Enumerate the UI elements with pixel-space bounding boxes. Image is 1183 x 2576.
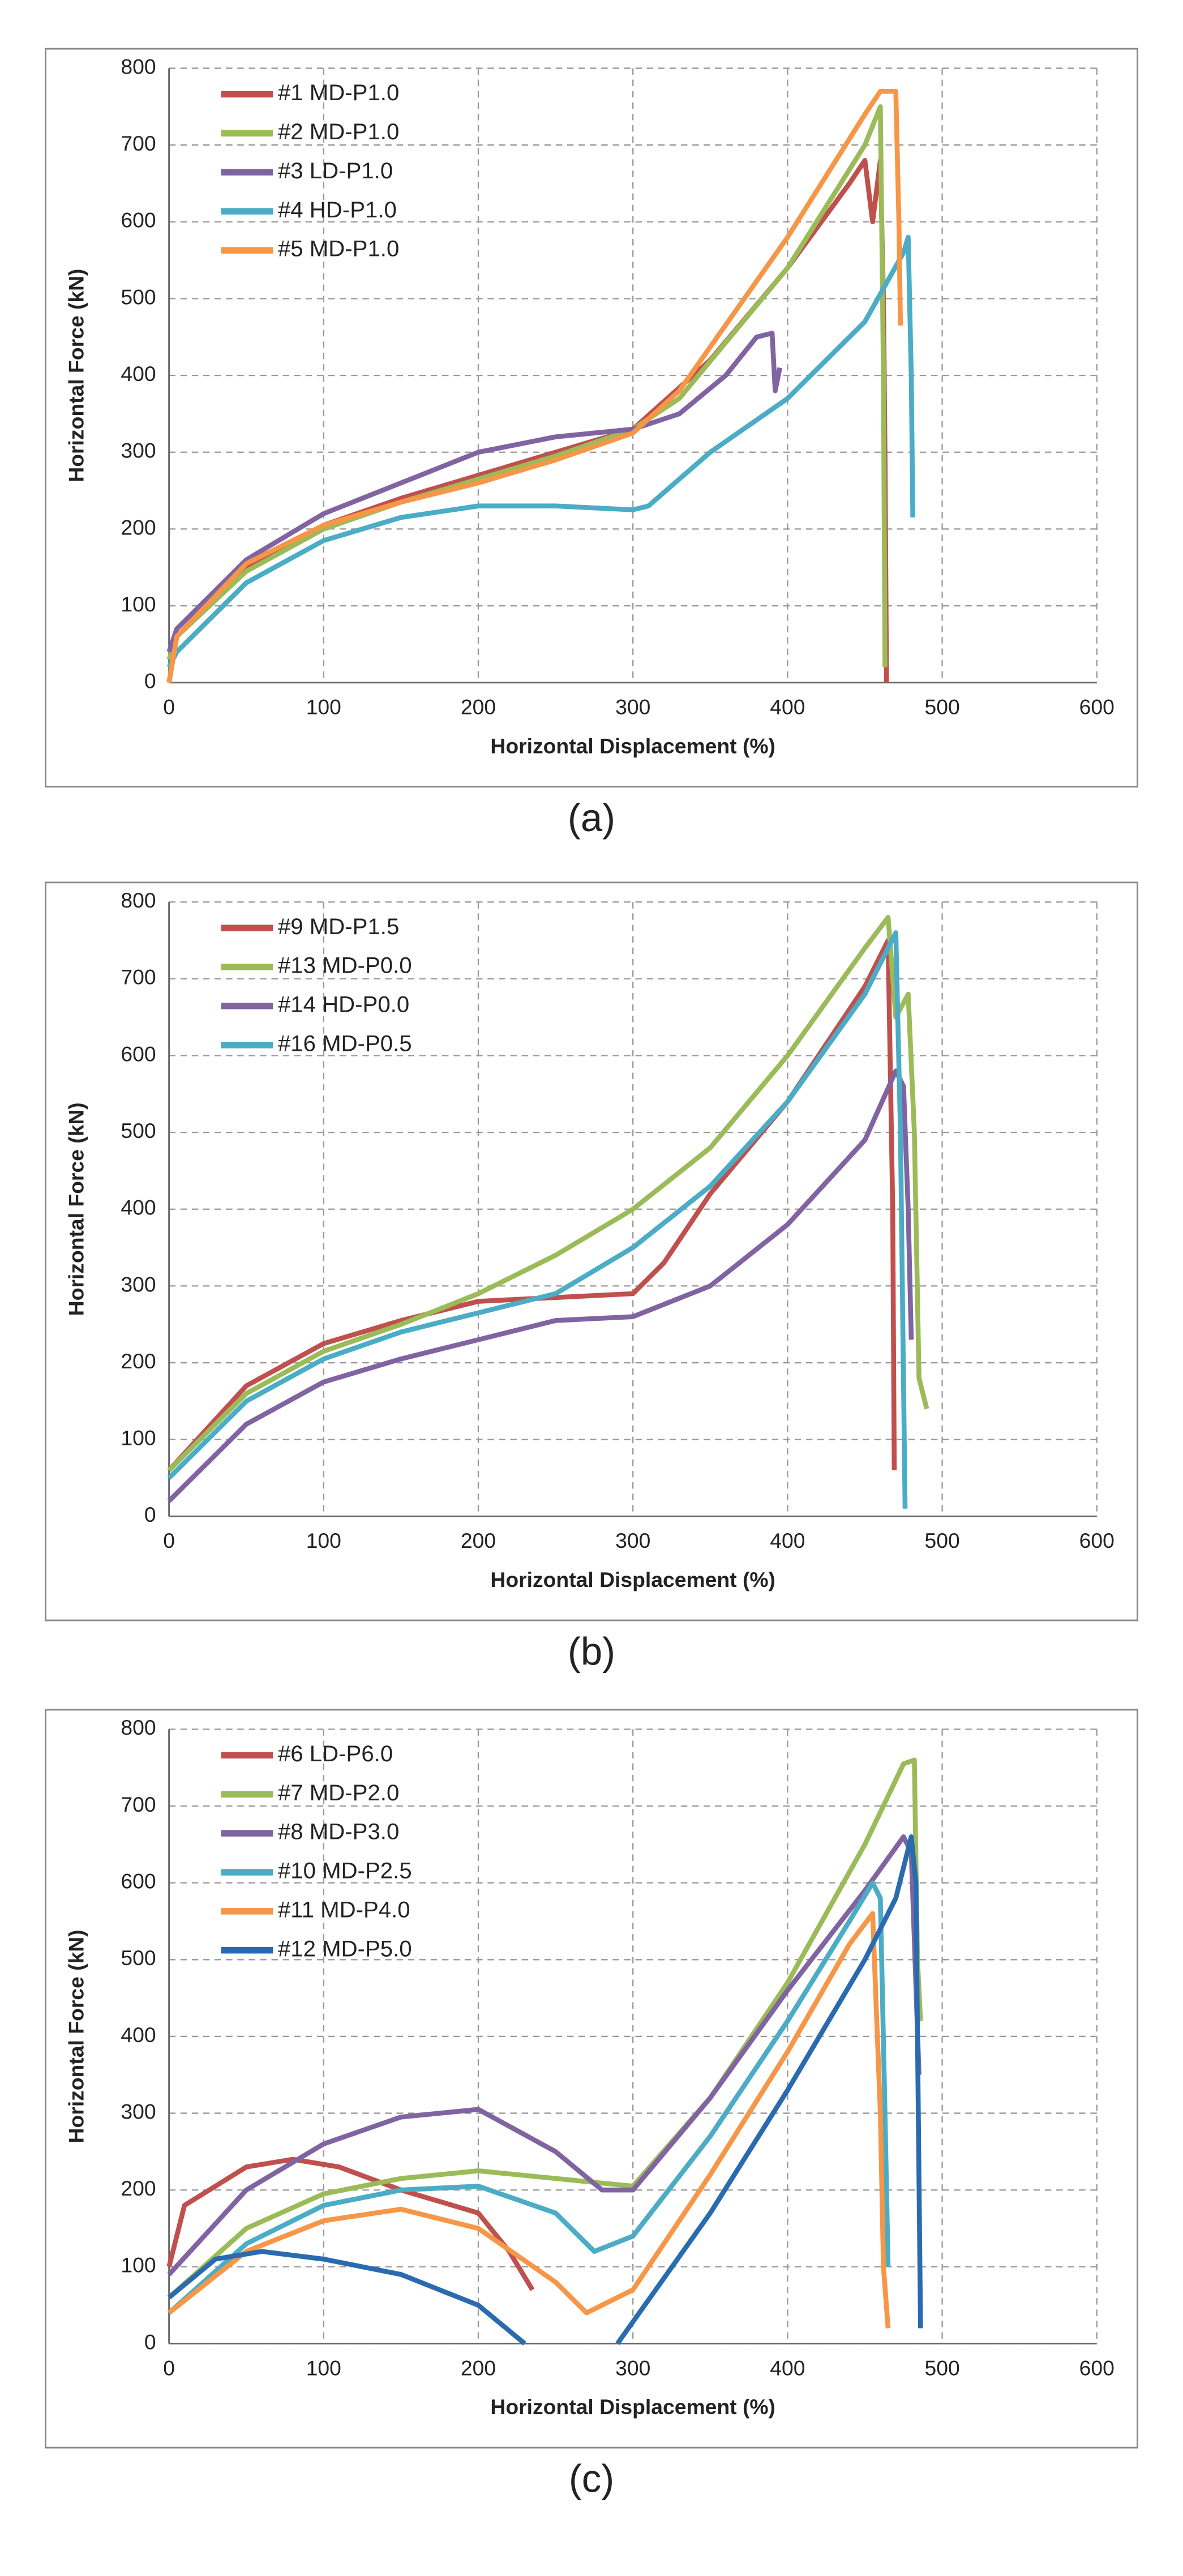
- x-tick-label: 600: [1079, 695, 1115, 718]
- y-tick-label: 600: [121, 1042, 156, 1066]
- y-tick-label: 400: [121, 2023, 156, 2047]
- data-line: [166, 2156, 535, 2291]
- x-tick-label: 0: [163, 1529, 175, 1552]
- y-tick-label: 400: [121, 1196, 156, 1219]
- legend-label: #12 MD-P5.0: [278, 1936, 412, 1961]
- y-axis-label: Horizontal Force (kN): [65, 269, 88, 482]
- legend-label: #5 MD-P1.0: [278, 236, 399, 262]
- data-line: [167, 1880, 891, 2315]
- y-tick-label: 500: [121, 1119, 156, 1142]
- legend-label: #6 LD-P6.0: [278, 1741, 393, 1766]
- x-tick-label: 0: [163, 2356, 175, 2380]
- x-tick-label: 400: [770, 695, 805, 718]
- y-tick-label: 600: [121, 208, 156, 232]
- data-line: [167, 1911, 891, 2329]
- chart-frame: [45, 48, 1138, 788]
- legend-label: #16 MD-P0.5: [278, 1030, 412, 1056]
- x-tick-label: 600: [1079, 1529, 1115, 1552]
- legend-label: #11 MD-P4.0: [278, 1897, 410, 1923]
- data-line: [167, 1834, 923, 2346]
- y-axis-label: Horizontal Force (kN): [65, 1102, 88, 1316]
- legend-label: #2 MD-P1.0: [278, 119, 399, 144]
- legend-label: #1 MD-P1.0: [278, 80, 399, 105]
- data-line: [166, 104, 888, 667]
- chart-frame: [45, 882, 1138, 1621]
- y-tick-label: 100: [121, 2253, 156, 2277]
- y-axis-label: Horizontal Force (kN): [65, 1929, 88, 2143]
- legend-label: #13 MD-P0.0: [278, 953, 412, 978]
- data-line: [167, 915, 929, 1473]
- legend-label: #3 LD-P1.0: [278, 158, 393, 183]
- x-tick-label: 500: [924, 2356, 959, 2380]
- y-tick-label: 300: [121, 1272, 156, 1296]
- y-tick-label: 500: [121, 285, 156, 309]
- y-tick-label: 200: [121, 515, 156, 539]
- x-tick-label: 300: [615, 1529, 650, 1552]
- data-line: [167, 938, 897, 1472]
- figure-caption: (a): [568, 796, 615, 840]
- y-tick-label: 500: [121, 1946, 156, 1970]
- x-tick-label: 600: [1079, 2356, 1115, 2380]
- y-tick-label: 400: [121, 362, 156, 386]
- x-axis-label: Horizontal Displacement (%): [490, 1568, 775, 1591]
- x-tick-label: 400: [770, 2356, 805, 2380]
- data-line: [167, 930, 908, 1509]
- y-tick-label: 0: [144, 669, 156, 693]
- y-tick-label: 100: [121, 592, 156, 616]
- y-tick-label: 200: [121, 2176, 156, 2200]
- y-tick-label: 800: [121, 54, 156, 78]
- x-axis-label: Horizontal Displacement (%): [490, 734, 775, 758]
- legend-label: #14 HD-P0.0: [278, 992, 409, 1017]
- y-tick-label: 0: [144, 2330, 156, 2354]
- data-line: [167, 1068, 914, 1503]
- x-tick-label: 0: [163, 695, 175, 718]
- chart-frame: [45, 1709, 1138, 2449]
- x-tick-label: 100: [306, 2356, 341, 2380]
- legend-label: #7 MD-P2.0: [278, 1780, 399, 1805]
- y-tick-label: 600: [121, 1869, 156, 1893]
- x-tick-label: 500: [924, 1529, 959, 1552]
- figure-caption: (b): [568, 1630, 615, 1674]
- data-line: [166, 331, 782, 653]
- legend-label: #4 HD-P1.0: [278, 197, 397, 222]
- y-tick-label: 700: [121, 965, 156, 989]
- legend-label: #8 MD-P3.0: [278, 1819, 399, 1845]
- x-tick-label: 200: [461, 1529, 496, 1552]
- data-line: [166, 234, 915, 669]
- data-line: [167, 1834, 921, 2277]
- y-tick-label: 300: [121, 2099, 156, 2123]
- data-line: [166, 88, 903, 683]
- x-tick-label: 100: [306, 1529, 341, 1552]
- x-tick-label: 200: [461, 2356, 496, 2380]
- x-tick-label: 200: [461, 695, 496, 718]
- legend-label: #10 MD-P2.5: [278, 1858, 412, 1884]
- x-axis-label: Horizontal Displacement (%): [490, 2395, 775, 2419]
- y-tick-label: 800: [121, 1715, 156, 1739]
- y-tick-label: 700: [121, 131, 156, 155]
- y-tick-label: 700: [121, 1792, 156, 1816]
- x-tick-label: 400: [770, 1529, 805, 1552]
- y-tick-label: 0: [144, 1503, 156, 1526]
- x-tick-label: 500: [924, 695, 959, 718]
- y-tick-label: 100: [121, 1426, 156, 1450]
- x-tick-label: 100: [306, 695, 341, 718]
- y-tick-label: 800: [121, 888, 156, 912]
- y-tick-label: 200: [121, 1349, 156, 1373]
- y-tick-label: 300: [121, 439, 156, 463]
- legend-label: #9 MD-P1.5: [278, 914, 399, 939]
- x-tick-label: 300: [615, 695, 650, 718]
- x-tick-label: 300: [615, 2356, 650, 2380]
- figure-caption: (c): [569, 2457, 614, 2501]
